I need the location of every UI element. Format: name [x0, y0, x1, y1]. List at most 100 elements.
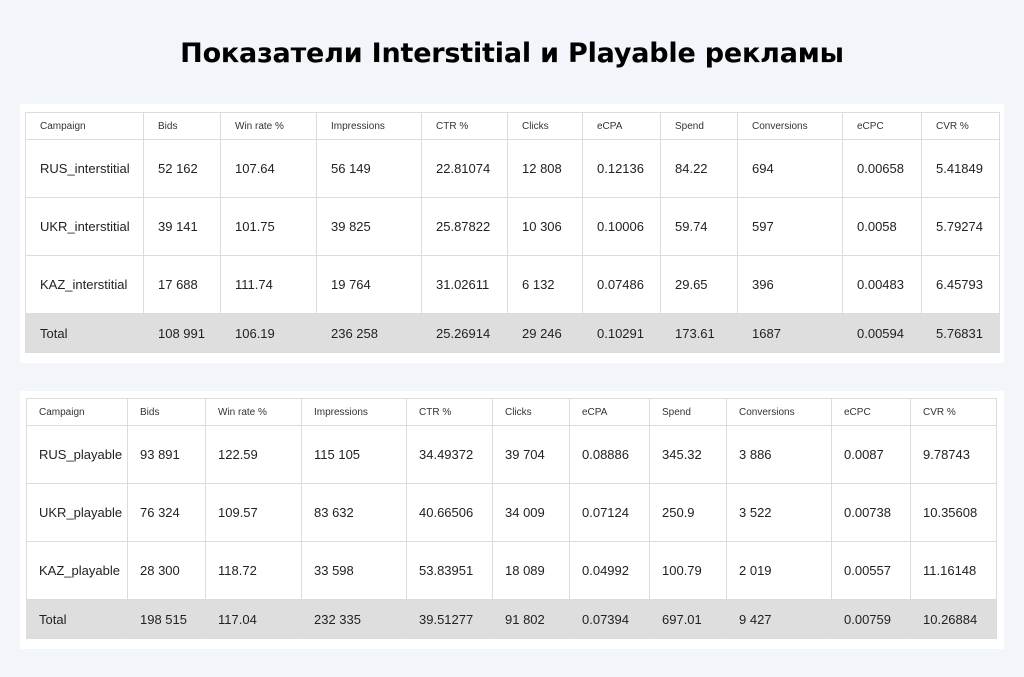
metric-cell: 40.66506	[406, 483, 493, 542]
metric-cell: 39 141	[143, 197, 221, 256]
interstitial-table-card: Campaign Bids Win rate % Impressions CTR…	[20, 104, 1004, 363]
total-value-cell: 5.76831	[921, 313, 1000, 353]
table-header-row: Campaign Bids Win rate % Impressions CTR…	[26, 398, 997, 426]
campaign-name-cell: RUS_interstitial	[25, 139, 144, 198]
metric-cell: 0.07486	[582, 255, 661, 314]
metric-cell: 31.02611	[421, 255, 508, 314]
metric-cell: 6 132	[507, 255, 583, 314]
total-value-cell: 198 515	[127, 599, 206, 639]
metric-cell: 83 632	[301, 483, 407, 542]
metric-cell: 5.79274	[921, 197, 1000, 256]
metric-cell: 0.00738	[831, 483, 911, 542]
metric-cell: 122.59	[205, 425, 302, 484]
column-header-win-rate: Win rate %	[205, 398, 302, 426]
metric-cell: 22.81074	[421, 139, 508, 198]
metric-cell: 0.0058	[842, 197, 922, 256]
metric-cell: 29.65	[660, 255, 738, 314]
metric-cell: 84.22	[660, 139, 738, 198]
metric-cell: 6.45793	[921, 255, 1000, 314]
total-value-cell: 0.00594	[842, 313, 922, 353]
table-row: UKR_interstitial 39 141 101.75 39 825 25.878…	[25, 197, 1000, 256]
total-value-cell: 232 335	[301, 599, 407, 639]
metric-cell: 0.00658	[842, 139, 922, 198]
metric-cell: 25.87822	[421, 197, 508, 256]
total-value-cell: 236 258	[316, 313, 422, 353]
metric-cell: 0.12136	[582, 139, 661, 198]
column-header-campaign: Campaign	[25, 112, 144, 140]
total-value-cell: 173.61	[660, 313, 738, 353]
metric-cell: 396	[737, 255, 843, 314]
metric-cell: 93 891	[127, 425, 206, 484]
total-label-cell: Total	[25, 313, 144, 353]
metric-cell: 53.83951	[406, 541, 493, 600]
campaign-name-cell: KAZ_interstitial	[25, 255, 144, 314]
column-header-bids: Bids	[127, 398, 206, 426]
playable-table-card: Campaign Bids Win rate % Impressions CTR…	[20, 391, 1004, 649]
total-value-cell: 91 802	[492, 599, 570, 639]
total-value-cell: 106.19	[220, 313, 317, 353]
metric-cell: 17 688	[143, 255, 221, 314]
column-header-ecpa: eCPA	[582, 112, 661, 140]
metric-cell: 18 089	[492, 541, 570, 600]
campaign-name-cell: UKR_playable	[26, 483, 128, 542]
total-value-cell: 697.01	[649, 599, 727, 639]
metric-cell: 59.74	[660, 197, 738, 256]
metric-cell: 0.00557	[831, 541, 911, 600]
column-header-bids: Bids	[143, 112, 221, 140]
total-value-cell: 0.00759	[831, 599, 911, 639]
column-header-impressions: Impressions	[301, 398, 407, 426]
column-header-cvr: CVR %	[910, 398, 997, 426]
metric-cell: 0.00483	[842, 255, 922, 314]
metric-cell: 76 324	[127, 483, 206, 542]
column-header-campaign: Campaign	[26, 398, 128, 426]
total-label-cell: Total	[26, 599, 128, 639]
metric-cell: 12 808	[507, 139, 583, 198]
metric-cell: 5.41849	[921, 139, 1000, 198]
metric-cell: 118.72	[205, 541, 302, 600]
metric-cell: 39 825	[316, 197, 422, 256]
column-header-conversions: Conversions	[737, 112, 843, 140]
metric-cell: 101.75	[220, 197, 317, 256]
total-value-cell: 10.26884	[910, 599, 997, 639]
metric-cell: 345.32	[649, 425, 727, 484]
metric-cell: 0.07124	[569, 483, 650, 542]
campaign-name-cell: KAZ_playable	[26, 541, 128, 600]
metric-cell: 0.04992	[569, 541, 650, 600]
campaign-name-cell: UKR_interstitial	[25, 197, 144, 256]
total-row: Total 108 991 106.19 236 258 25.26914 29 246 0…	[25, 313, 1000, 353]
metric-cell: 10 306	[507, 197, 583, 256]
column-header-conversions: Conversions	[726, 398, 832, 426]
column-header-win-rate: Win rate %	[220, 112, 317, 140]
total-value-cell: 117.04	[205, 599, 302, 639]
total-value-cell: 108 991	[143, 313, 221, 353]
metric-cell: 100.79	[649, 541, 727, 600]
table-row: UKR_playable 76 324 109.57 83 632 40.66506 34…	[26, 483, 997, 542]
column-header-ecpa: eCPA	[569, 398, 650, 426]
total-value-cell: 0.07394	[569, 599, 650, 639]
table-row: KAZ_playable 28 300 118.72 33 598 53.83951 18…	[26, 541, 997, 600]
column-header-ecpc: eCPC	[831, 398, 911, 426]
metric-cell: 34 009	[492, 483, 570, 542]
total-value-cell: 39.51277	[406, 599, 493, 639]
metric-cell: 33 598	[301, 541, 407, 600]
metric-cell: 9.78743	[910, 425, 997, 484]
total-value-cell: 9 427	[726, 599, 832, 639]
metric-cell: 250.9	[649, 483, 727, 542]
metric-cell: 0.0087	[831, 425, 911, 484]
total-value-cell: 0.10291	[582, 313, 661, 353]
metric-cell: 3 886	[726, 425, 832, 484]
column-header-ctr: CTR %	[421, 112, 508, 140]
metric-cell: 10.35608	[910, 483, 997, 542]
metric-cell: 11.16148	[910, 541, 997, 600]
metric-cell: 56 149	[316, 139, 422, 198]
table-row: RUS_interstitial 52 162 107.64 56 149 22.810…	[25, 139, 1000, 198]
metric-cell: 0.10006	[582, 197, 661, 256]
playable-table: Campaign Bids Win rate % Impressions CTR…	[26, 398, 997, 639]
metric-cell: 3 522	[726, 483, 832, 542]
metric-cell: 19 764	[316, 255, 422, 314]
page-title: Показатели Interstitial и Playable рекла…	[180, 38, 844, 69]
metric-cell: 109.57	[205, 483, 302, 542]
metric-cell: 2 019	[726, 541, 832, 600]
column-header-clicks: Clicks	[492, 398, 570, 426]
table-row: KAZ_interstitial 17 688 111.74 19 764 31.026…	[25, 255, 1000, 314]
